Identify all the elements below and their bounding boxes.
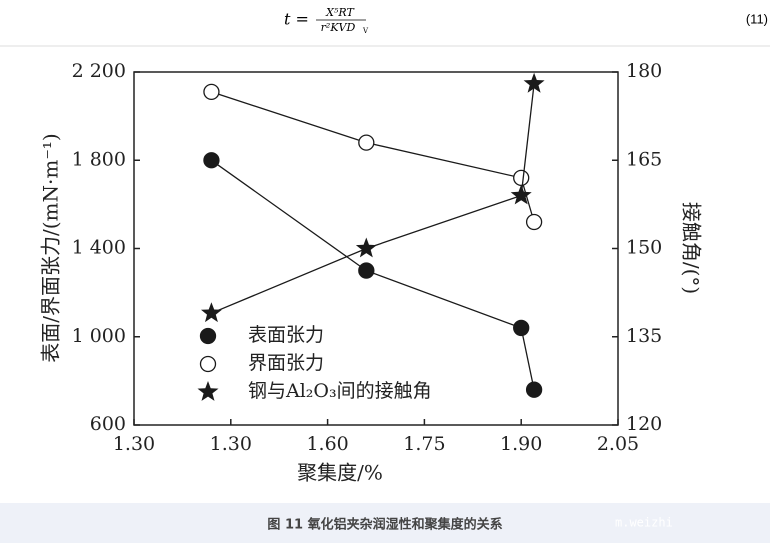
y2-tick-label: 180 [626, 60, 662, 82]
star-marker [201, 302, 222, 323]
y2-tick-label: 135 [626, 325, 662, 347]
circle-marker [513, 319, 530, 337]
x-tick-label: 1.60 [306, 433, 348, 455]
star-marker [523, 72, 545, 93]
eq-number: (11) [746, 11, 768, 26]
caption: 图 11 氧化铝夹杂润湿性和聚集度的关系 [267, 517, 502, 533]
y2-tick-label: 165 [626, 148, 662, 170]
circle-marker [203, 152, 220, 169]
watermark: m.weizhi [615, 516, 673, 530]
legend-marker [197, 381, 219, 401]
x-tick-label: 1.30 [113, 433, 155, 455]
series-line [211, 159, 535, 390]
legend-label: 界面张力 [248, 352, 324, 374]
series-line [211, 91, 535, 223]
y-tick-label: 1 400 [72, 237, 126, 259]
eq-subscript: V [362, 27, 369, 35]
y-axis-label: 表面/界面张力/(mN·m⁻¹) [39, 133, 63, 362]
circle-marker [525, 213, 543, 231]
x-axis-label: 聚集度/% [297, 461, 383, 485]
caption-band [0, 503, 770, 543]
y-tick-label: 600 [90, 413, 126, 435]
y-tick-label: 1 000 [72, 325, 126, 347]
x-tick-label: 2.05 [597, 433, 639, 455]
legend-label: 表面张力 [248, 324, 324, 346]
x-tick-label: 1.75 [403, 433, 445, 455]
circle-marker [513, 169, 530, 187]
y-tick-label: 2 200 [72, 60, 126, 82]
x-tick-label: 1.90 [500, 433, 542, 455]
y2-axis-label: 接触角/(°) [680, 202, 704, 294]
legend-marker [199, 355, 217, 373]
circle-marker [358, 134, 375, 151]
eq-denominator: r²KVD [321, 21, 356, 34]
x-tick-label: 1.30 [210, 433, 252, 455]
series-line [211, 83, 535, 314]
y2-tick-label: 120 [626, 413, 662, 435]
circle-marker [525, 381, 543, 398]
eq-lhs: t = [284, 10, 309, 29]
star-marker [510, 184, 532, 205]
plot-frame [133, 71, 619, 426]
y2-tick-label: 150 [626, 237, 662, 259]
circle-marker [203, 83, 220, 101]
eq-numerator: X⁵RT [325, 6, 355, 19]
legend-marker [199, 327, 217, 345]
star-marker [355, 237, 377, 258]
y-tick-label: 1 800 [72, 148, 126, 170]
legend-label: 钢与Al₂O₃间的接触角 [248, 380, 432, 402]
circle-marker [358, 262, 375, 279]
